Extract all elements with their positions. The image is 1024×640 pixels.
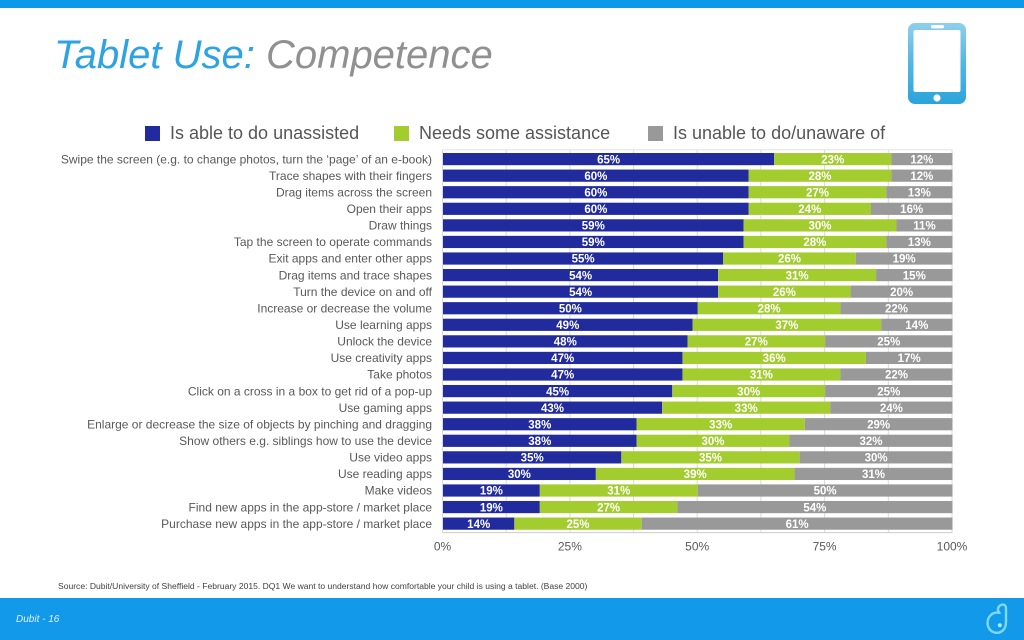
svg-text:43%: 43%: [541, 403, 564, 415]
svg-text:17%: 17%: [898, 353, 921, 365]
svg-text:31%: 31%: [862, 469, 885, 481]
svg-text:19%: 19%: [480, 486, 503, 498]
svg-text:Enlarge or decrease the size o: Enlarge or decrease the size of objects …: [87, 417, 432, 431]
svg-text:48%: 48%: [554, 337, 577, 349]
svg-text:22%: 22%: [885, 303, 908, 315]
svg-text:Tap the screen to operate comm: Tap the screen to operate commands: [234, 235, 432, 249]
svg-text:Use reading apps: Use reading apps: [338, 467, 432, 481]
svg-text:13%: 13%: [908, 187, 931, 199]
svg-text:38%: 38%: [528, 436, 551, 448]
svg-text:29%: 29%: [867, 419, 890, 431]
svg-text:0%: 0%: [434, 539, 452, 553]
svg-text:45%: 45%: [546, 386, 569, 398]
svg-text:Use gaming apps: Use gaming apps: [339, 401, 432, 415]
svg-text:39%: 39%: [684, 469, 707, 481]
svg-text:32%: 32%: [859, 436, 882, 448]
svg-text:30%: 30%: [701, 436, 724, 448]
svg-text:38%: 38%: [528, 419, 551, 431]
svg-text:50%: 50%: [814, 486, 837, 498]
svg-text:Use learning apps: Use learning apps: [335, 318, 432, 332]
svg-text:Purchase new apps in the app-s: Purchase new apps in the app-store / mar…: [161, 517, 432, 531]
svg-text:25%: 25%: [877, 386, 900, 398]
svg-text:31%: 31%: [786, 270, 809, 282]
svg-text:25%: 25%: [877, 337, 900, 349]
svg-text:33%: 33%: [709, 419, 732, 431]
svg-text:55%: 55%: [572, 254, 595, 266]
svg-text:15%: 15%: [903, 270, 926, 282]
svg-text:13%: 13%: [908, 237, 931, 249]
svg-text:60%: 60%: [584, 187, 607, 199]
svg-text:35%: 35%: [699, 453, 722, 465]
svg-text:14%: 14%: [467, 519, 490, 531]
svg-text:20%: 20%: [890, 287, 913, 299]
svg-text:Find new apps in the app-store: Find new apps in the app-store / market …: [189, 500, 433, 514]
svg-text:37%: 37%: [775, 320, 798, 332]
svg-text:Make videos: Make videos: [365, 484, 432, 498]
svg-text:Exit apps and enter other apps: Exit apps and enter other apps: [269, 252, 432, 266]
svg-text:11%: 11%: [913, 221, 935, 233]
svg-text:60%: 60%: [584, 204, 607, 216]
svg-text:12%: 12%: [910, 171, 933, 183]
svg-text:Use creativity apps: Use creativity apps: [331, 351, 432, 365]
svg-text:27%: 27%: [745, 337, 768, 349]
svg-text:30%: 30%: [865, 453, 888, 465]
svg-text:60%: 60%: [584, 171, 607, 183]
svg-text:28%: 28%: [803, 237, 826, 249]
svg-text:61%: 61%: [786, 519, 809, 531]
svg-text:100%: 100%: [937, 539, 968, 553]
svg-text:30%: 30%: [808, 221, 831, 233]
svg-text:50%: 50%: [685, 539, 709, 553]
svg-text:Click on a cross in a box to g: Click on a cross in a box to get rid of …: [188, 384, 432, 398]
svg-text:Drag items across the screen: Drag items across the screen: [276, 185, 432, 199]
svg-text:26%: 26%: [773, 287, 796, 299]
svg-text:31%: 31%: [750, 370, 773, 382]
svg-text:31%: 31%: [607, 486, 630, 498]
svg-text:28%: 28%: [808, 171, 831, 183]
svg-text:19%: 19%: [480, 502, 503, 514]
svg-text:24%: 24%: [880, 403, 903, 415]
svg-text:12%: 12%: [910, 154, 933, 166]
svg-text:Turn the device on and off: Turn the device on and off: [293, 285, 432, 299]
svg-text:Open their apps: Open their apps: [347, 202, 432, 216]
svg-text:47%: 47%: [551, 353, 574, 365]
svg-text:50%: 50%: [559, 303, 582, 315]
svg-text:26%: 26%: [778, 254, 801, 266]
svg-text:54%: 54%: [569, 270, 592, 282]
svg-text:Increase or decrease the volum: Increase or decrease the volume: [257, 301, 432, 315]
svg-text:14%: 14%: [905, 320, 928, 332]
svg-text:59%: 59%: [582, 221, 605, 233]
svg-text:75%: 75%: [813, 539, 837, 553]
svg-text:Draw things: Draw things: [369, 219, 432, 233]
svg-text:Trace shapes with their finger: Trace shapes with their fingers: [269, 169, 432, 183]
svg-text:35%: 35%: [521, 453, 544, 465]
svg-text:27%: 27%: [597, 502, 620, 514]
svg-text:25%: 25%: [566, 519, 589, 531]
svg-text:30%: 30%: [737, 386, 760, 398]
svg-text:47%: 47%: [551, 370, 574, 382]
svg-text:16%: 16%: [900, 204, 923, 216]
svg-text:Swipe the screen (e.g. to chan: Swipe the screen (e.g. to change photos,…: [61, 152, 432, 166]
svg-text:Use video apps: Use video apps: [349, 451, 432, 465]
svg-text:Take photos: Take photos: [367, 368, 432, 382]
svg-text:24%: 24%: [798, 204, 821, 216]
svg-text:22%: 22%: [885, 370, 908, 382]
svg-text:Show others e.g. siblings how: Show others e.g. siblings how to use the…: [179, 434, 432, 448]
svg-text:23%: 23%: [821, 154, 844, 166]
svg-text:49%: 49%: [556, 320, 579, 332]
svg-text:54%: 54%: [803, 502, 826, 514]
svg-text:59%: 59%: [582, 237, 605, 249]
svg-text:25%: 25%: [558, 539, 582, 553]
svg-text:27%: 27%: [806, 187, 829, 199]
svg-text:28%: 28%: [758, 303, 781, 315]
svg-text:33%: 33%: [735, 403, 758, 415]
svg-text:Unlock the device: Unlock the device: [337, 335, 432, 349]
svg-text:36%: 36%: [763, 353, 786, 365]
svg-text:65%: 65%: [597, 154, 620, 166]
svg-text:Drag items and trace shapes: Drag items and trace shapes: [279, 268, 432, 282]
svg-text:54%: 54%: [569, 287, 592, 299]
svg-text:30%: 30%: [508, 469, 531, 481]
svg-text:19%: 19%: [893, 254, 916, 266]
